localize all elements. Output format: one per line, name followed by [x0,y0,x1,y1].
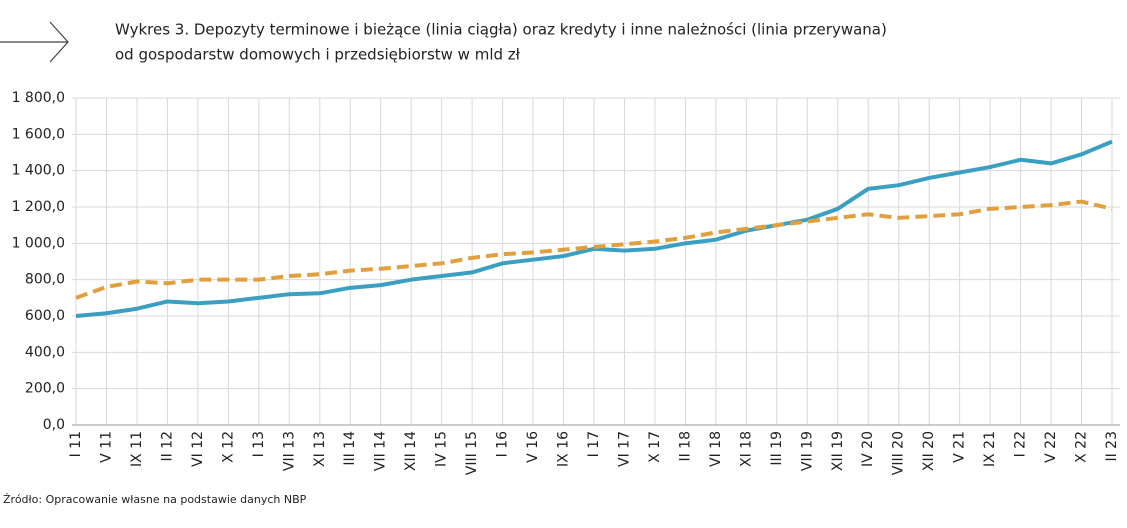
x-tick-label: XII 19 [830,431,846,471]
x-tick-label: IX 11 [129,431,145,467]
x-tick-label: I 22 [1013,431,1029,457]
y-tick-label: 1 600,0 [12,126,65,142]
x-tick-label: VIII 15 [464,431,480,475]
x-tick-label: IV 15 [434,431,450,467]
x-tick-label: V 11 [98,431,114,463]
chart-title: Wykres 3. Depozyty terminowe i bieżące (… [115,21,887,39]
x-tick-label: II 18 [677,431,693,462]
y-tick-label: 1 200,0 [12,199,65,215]
y-tick-label: 400,0 [25,344,65,360]
x-tick-label: VI 17 [616,431,632,467]
x-tick-label: V 22 [1043,431,1059,463]
y-tick-label: 0,0 [43,417,65,433]
x-tick-label: XI 18 [738,431,754,467]
x-tick-label: IX 16 [556,431,572,467]
x-tick-label: I 11 [68,431,84,457]
x-tick-label: IV 20 [860,431,876,467]
source-note: Źródło: Opracowanie własne na podstawie … [3,493,307,506]
y-tick-label: 800,0 [25,272,65,288]
x-tick-label: II 23 [1104,431,1120,462]
x-tick-label: X 22 [1074,431,1090,463]
x-tick-label: V 16 [525,431,541,463]
x-tick-label: VII 13 [281,431,297,471]
x-tick-label: X 17 [647,431,663,463]
y-tick-label: 1 000,0 [12,235,65,251]
x-tick-label: X 12 [220,431,236,463]
y-tick-label: 600,0 [25,308,65,324]
x-tick-label: III 19 [769,431,785,466]
x-tick-label: III 14 [342,431,358,466]
y-tick-label: 200,0 [25,381,65,397]
x-tick-label: XII 14 [403,431,419,471]
y-tick-label: 1 800,0 [12,90,65,106]
x-tick-label: VIII 20 [891,431,907,475]
x-tick-label: II 12 [159,431,175,462]
x-tick-label: I 16 [495,431,511,457]
chart-subtitle: od gospodarstw domowych i przedsiębiorst… [115,46,521,64]
x-tick-label: XII 20 [921,431,937,471]
x-tick-label: V 21 [952,431,968,463]
x-tick-label: I 13 [251,431,267,457]
series-line [75,199,1113,300]
x-tick-label: IX 21 [982,431,998,467]
x-tick-label: VI 18 [708,431,724,467]
x-tick-label: VII 19 [799,431,815,471]
y-tick-label: 1 400,0 [12,163,65,179]
x-tick-label: XI 13 [312,431,328,467]
x-tick-label: I 17 [586,431,602,457]
x-tick-label: VII 14 [373,431,389,471]
x-tick-label: VI 12 [190,431,206,467]
arrow-icon [0,21,69,63]
